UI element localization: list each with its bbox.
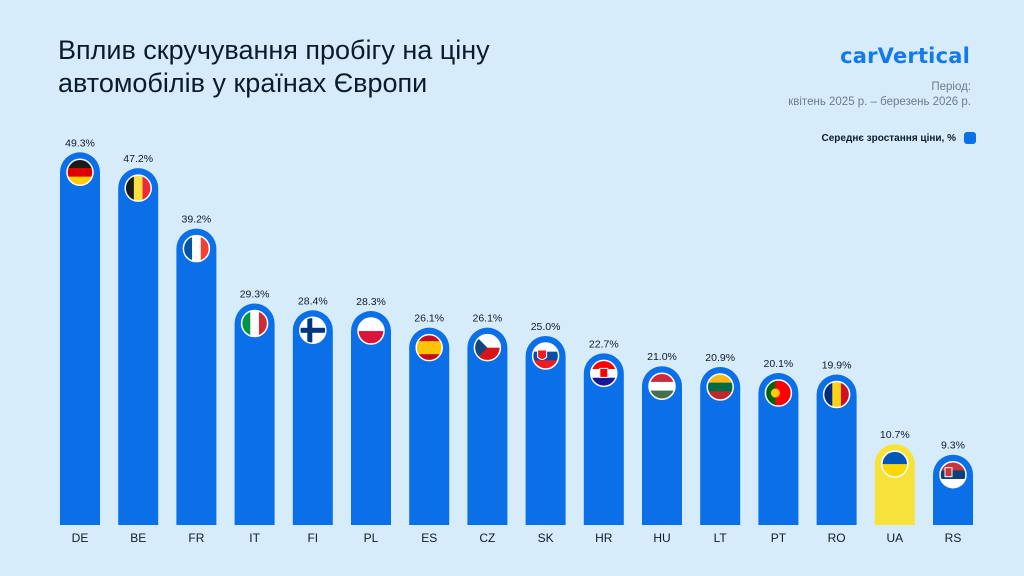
italy-flag-icon bbox=[241, 310, 268, 337]
category-label-cz: CZ bbox=[479, 531, 495, 545]
value-label-es: 26.1% bbox=[414, 313, 444, 325]
flag-border bbox=[822, 380, 851, 409]
flag-border bbox=[182, 234, 211, 263]
category-label-lt: LT bbox=[714, 531, 728, 545]
bar-fi bbox=[292, 310, 333, 525]
value-label-cz: 26.1% bbox=[473, 313, 503, 325]
value-label-de: 49.3% bbox=[65, 137, 95, 149]
category-label-de: DE bbox=[72, 531, 89, 545]
bar-fr bbox=[176, 228, 217, 525]
romania-flag-icon bbox=[823, 381, 850, 408]
value-label-hu: 21.0% bbox=[647, 351, 677, 363]
legend-swatch bbox=[964, 132, 976, 144]
flag-border bbox=[531, 342, 560, 370]
value-label-it: 29.3% bbox=[240, 288, 270, 300]
category-label-pl: PL bbox=[364, 531, 379, 545]
bar-hu bbox=[642, 366, 683, 525]
flag-border bbox=[66, 158, 94, 187]
value-label-pt: 20.1% bbox=[764, 358, 794, 370]
flag-border bbox=[240, 309, 269, 338]
flag-border bbox=[357, 317, 385, 345]
croatia-flag-icon bbox=[590, 360, 617, 387]
bar-ro bbox=[816, 374, 857, 525]
flag-border bbox=[648, 372, 676, 400]
bar-lt bbox=[700, 366, 741, 525]
lithuania-flag-icon bbox=[707, 373, 734, 400]
legend: Середнє зростання ціни, % bbox=[822, 132, 976, 144]
flag-border bbox=[415, 333, 443, 362]
category-label-hu: HU bbox=[653, 531, 670, 545]
category-label-ua: UA bbox=[886, 531, 903, 545]
flag-border bbox=[124, 174, 152, 202]
category-label-rs: RS bbox=[945, 531, 962, 545]
ukraine-flag-icon bbox=[881, 451, 908, 478]
flag-border bbox=[706, 373, 734, 401]
hungary-flag-icon bbox=[649, 373, 675, 400]
value-label-rs: 9.3% bbox=[941, 440, 965, 452]
carvertical-logo: carVertical bbox=[840, 44, 970, 68]
category-label-pt: PT bbox=[771, 531, 787, 545]
czechia-flag-icon bbox=[474, 334, 501, 361]
category-label-ro: RO bbox=[828, 531, 846, 545]
slovakia-flag-icon bbox=[532, 343, 559, 369]
category-label-fr: FR bbox=[188, 531, 204, 545]
flag-border bbox=[881, 450, 909, 478]
category-label-be: BE bbox=[130, 531, 146, 545]
germany-flag-icon bbox=[67, 159, 93, 186]
value-label-fi: 28.4% bbox=[298, 295, 328, 307]
flag-border bbox=[939, 460, 967, 489]
bar-de bbox=[60, 152, 100, 526]
bar-pt bbox=[758, 373, 799, 525]
bar-pl bbox=[351, 311, 391, 525]
chart-title: Вплив скручування пробігу на ціну автомо… bbox=[58, 35, 490, 98]
flag-border bbox=[590, 359, 618, 388]
category-label-hr: HR bbox=[595, 531, 613, 545]
value-label-sk: 25.0% bbox=[531, 321, 561, 333]
legend-label: Середнє зростання ціни, % bbox=[821, 132, 956, 144]
value-label-lt: 20.9% bbox=[705, 352, 735, 364]
category-label-sk: SK bbox=[538, 531, 554, 545]
period-label: Період: bbox=[931, 81, 971, 93]
period-value: квітень 2025 р. – березень 2026 р. bbox=[788, 96, 971, 108]
bar-cz bbox=[467, 327, 508, 525]
flag-border bbox=[764, 379, 793, 407]
category-label-fi: FI bbox=[307, 531, 318, 545]
value-label-ro: 19.9% bbox=[822, 360, 852, 372]
france-flag-icon bbox=[183, 235, 210, 262]
serbia-flag-icon bbox=[940, 461, 966, 488]
value-label-ua: 10.7% bbox=[880, 429, 910, 441]
flag-border bbox=[299, 316, 327, 345]
value-label-hr: 22.7% bbox=[589, 338, 619, 350]
category-label-it: IT bbox=[249, 531, 260, 545]
category-label-es: ES bbox=[421, 531, 437, 545]
belgium-flag-icon bbox=[125, 175, 152, 202]
value-label-be: 47.2% bbox=[123, 153, 153, 165]
flag-border bbox=[473, 333, 502, 362]
value-label-fr: 39.2% bbox=[182, 214, 212, 226]
period-info: Період: квітень 2025 р. – березень 2026 … bbox=[788, 80, 971, 110]
bar-es bbox=[409, 327, 450, 525]
bar-sk bbox=[525, 336, 566, 525]
poland-flag-icon bbox=[358, 318, 384, 345]
value-label-pl: 28.3% bbox=[356, 296, 386, 308]
bar-be bbox=[118, 168, 159, 525]
bar-it bbox=[234, 303, 275, 525]
bar-hr bbox=[583, 353, 624, 525]
